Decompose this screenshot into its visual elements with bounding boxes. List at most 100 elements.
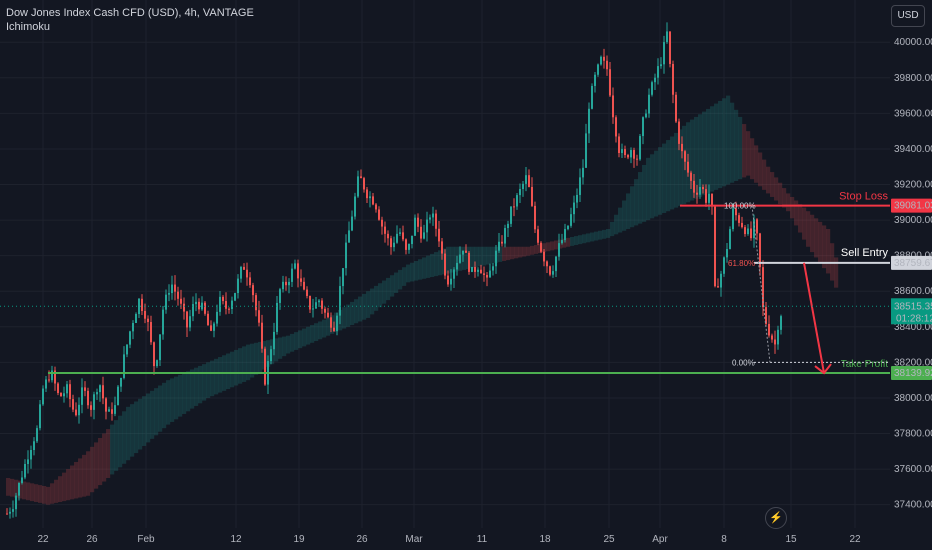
cloud-segment [178,374,183,417]
candle-body [225,301,227,309]
cloud-segment [570,236,575,246]
chart-legend: Dow Jones Index Cash CFD (USD), 4h, VANT… [6,6,254,34]
candle [9,507,11,519]
cloud-segment [750,138,755,180]
price-axis[interactable]: 37400.00 37600.00 37800.00 38000.00 38200.00… [890,0,932,550]
candle-body [714,206,716,287]
candle [543,249,545,267]
candle [387,230,389,246]
candle-body [483,273,485,275]
candle-body [39,404,41,429]
candle-body [117,386,119,406]
candle [219,291,221,316]
price-tick: 39600.00 [894,108,932,119]
candle [408,243,410,254]
candle-body [486,274,488,278]
stop-loss-price-tag-bg [891,198,932,213]
candle [768,315,770,338]
candle [285,276,287,291]
candle [510,206,512,227]
candle-body [390,238,392,248]
cloud-segment [802,207,807,240]
cloud-segment [98,437,103,486]
currency-button[interactable]: USD [891,5,925,27]
candle-body [567,225,569,230]
cloud-segment [58,476,63,502]
cloud-segment [378,283,383,308]
candle-body [591,85,593,109]
candle-body [69,384,71,400]
candle [192,296,194,322]
candle [210,320,212,332]
candle-body [321,300,323,309]
cloud-segment [114,420,119,471]
cloud-segment [462,246,467,270]
candle [312,298,314,318]
cloud-segment [78,458,83,498]
candle-body [276,302,278,332]
candle-body [453,269,455,279]
candle [90,401,92,417]
candle [225,292,227,315]
cloud-segment [634,179,639,226]
candle [15,492,17,517]
candle-body [522,183,524,190]
candle-body [6,513,8,515]
cloud-segment [542,243,547,253]
cloud-segment [410,262,415,282]
candle-body [552,271,554,275]
candle-body [717,286,719,288]
candle-body [492,266,494,271]
candle-body [747,228,749,235]
candle-body [759,233,761,268]
candle [642,116,644,145]
candle [114,396,116,417]
price-tick: 39800.00 [894,73,932,84]
candle [660,57,662,69]
candle [390,235,392,255]
lightning-icon[interactable]: ⚡ [765,507,787,529]
candle-body [162,309,164,335]
candle [585,123,587,168]
candle-body [306,289,308,296]
price-axis-bg [890,0,932,550]
candle-body [477,269,479,272]
candle-body [348,230,350,243]
candle-body [600,56,602,65]
time-axis[interactable]: 22 26 Feb 12 19 26 Mar 11 18 25 Apr 8 15 22 [0,528,932,550]
cloud-segment [358,296,363,322]
candle [108,406,110,412]
candle [750,221,752,241]
candle-body [192,304,194,317]
cloud-segment [218,357,223,393]
candle [369,191,371,208]
candle [168,284,170,302]
cloud-segment [14,479,19,498]
cloud-segment [194,367,199,406]
candle-body [372,196,374,205]
candle-body [681,143,683,152]
candle [753,214,755,248]
candle-body [33,441,35,451]
cloud-segment [678,129,683,206]
candle-body [504,228,506,244]
candle-body [303,281,305,290]
candle [504,224,506,248]
cloud-segment [362,293,367,320]
candle [363,176,365,193]
symbol-title[interactable]: Dow Jones Index Cash CFD (USD), 4h, VANT… [6,7,254,19]
candle [69,379,71,408]
candle-body [315,302,317,309]
cloud-segment [582,234,587,244]
candle [426,211,428,242]
cloud-segment [618,207,623,233]
candle [546,260,548,273]
candle [624,145,626,158]
candle [159,334,161,367]
cloud-segment [158,385,163,432]
candle-body [213,323,215,331]
candle [93,391,95,420]
indicator-label[interactable]: Ichimoku [6,21,51,33]
candle [213,321,215,338]
